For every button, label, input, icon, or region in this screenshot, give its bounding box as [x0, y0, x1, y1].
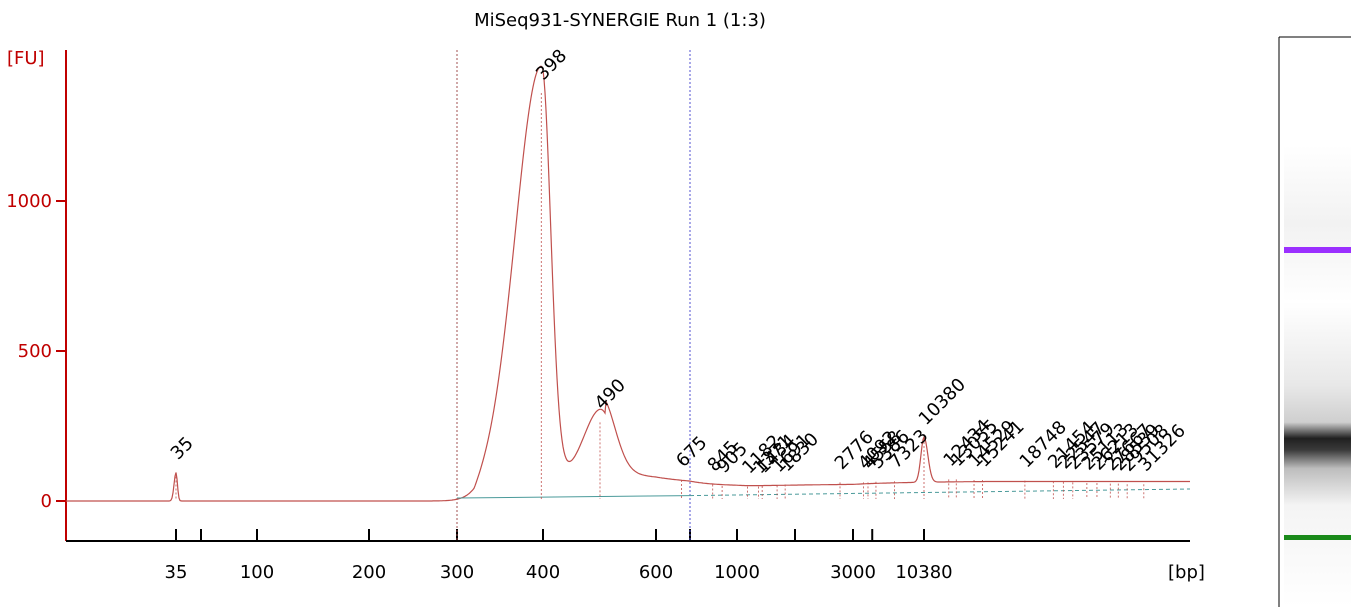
peak-label-group: 35	[167, 433, 198, 464]
peak-label-group: 490	[591, 375, 630, 414]
peak-label-group: 675	[672, 432, 711, 471]
peak-label: 675	[672, 432, 711, 471]
chart-title: MiSeq931-SYNERGIE Run 1 (1:3)	[474, 10, 766, 31]
peak-label-group: 398	[532, 45, 571, 84]
x-tick-label: 3000	[830, 562, 876, 583]
peak-label: 398	[532, 45, 571, 84]
y-tick-label: 0	[41, 491, 52, 512]
x-tick-label: 10380	[895, 562, 952, 583]
y-tick-label: 1000	[6, 191, 52, 212]
baseline-segment	[456, 495, 691, 499]
peak-label-group: 10380	[915, 374, 970, 429]
gel-lower-marker-band	[1284, 535, 1351, 540]
x-tick-label: 35	[165, 562, 188, 583]
x-tick-label: 300	[440, 562, 474, 583]
y-axis-label: [FU]	[7, 48, 45, 69]
peak-label: 35	[167, 433, 198, 464]
y-tick-label: 500	[18, 341, 52, 362]
x-tick-label: 1000	[714, 562, 760, 583]
gel-upper-marker-band	[1284, 247, 1351, 253]
x-tick-label: 600	[639, 562, 673, 583]
x-tick-label: 200	[352, 562, 386, 583]
x-axis-label: [bp]	[1168, 562, 1205, 583]
peak-label: 490	[591, 375, 630, 414]
x-tick-label: 100	[240, 562, 274, 583]
x-tick-label: 400	[526, 562, 560, 583]
peak-label: 10380	[915, 374, 970, 429]
trace-line	[66, 65, 1190, 502]
baseline-segment	[689, 488, 1191, 497]
gel-lane	[1284, 145, 1351, 607]
